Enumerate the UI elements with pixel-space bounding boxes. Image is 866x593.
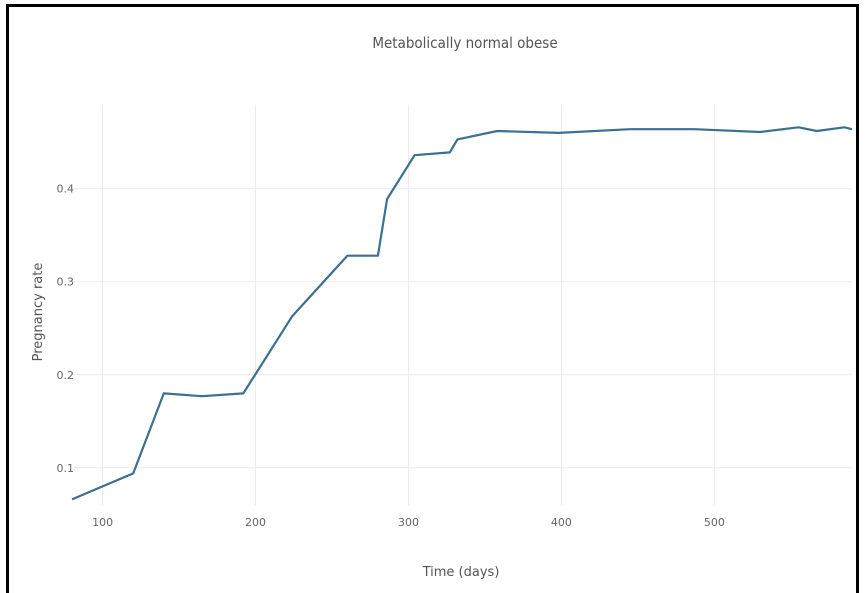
- chart-frame: [6, 4, 859, 593]
- chart-title: Metabolically normal obese: [372, 34, 557, 52]
- x-gridlines: [102, 105, 715, 505]
- x-tick-label: 100: [92, 516, 113, 529]
- y-tick-label: 0.2: [57, 369, 75, 382]
- y-tick-label: 0.1: [57, 462, 75, 475]
- x-tick-label: 200: [245, 516, 266, 529]
- y-axis-label: Pregnancy rate: [31, 263, 46, 362]
- x-tick-label: 500: [704, 516, 725, 529]
- x-tick-label: 400: [551, 516, 572, 529]
- y-tick-labels: 0.1 0.2 0.3 0.4: [57, 183, 75, 475]
- y-tick-label: 0.4: [57, 183, 75, 196]
- x-tick-labels: 100 200 300 400 500: [92, 516, 725, 529]
- pregnancy-rate-line: [71, 126, 853, 501]
- x-axis-label: Time (days): [422, 565, 500, 580]
- y-tick-label: 0.3: [57, 276, 75, 289]
- y-gridlines: [72, 188, 852, 469]
- x-tick-label: 300: [398, 516, 419, 529]
